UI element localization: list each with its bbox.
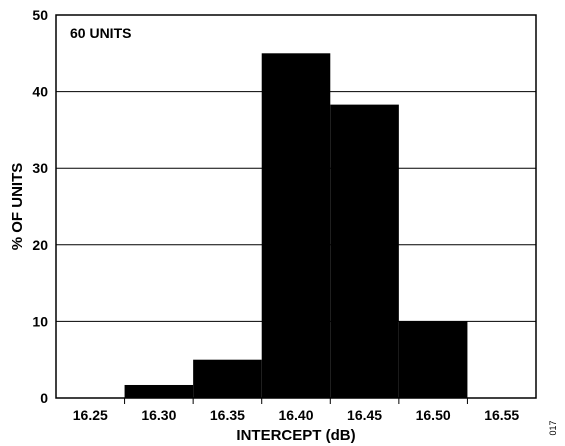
y-tick-label: 0 xyxy=(40,390,48,406)
x-tick-label: 16.45 xyxy=(347,407,382,423)
x-axis-title: INTERCEPT (dB) xyxy=(236,427,355,444)
figure-code: 017 xyxy=(548,420,558,435)
bar-16.40 xyxy=(261,53,331,399)
y-tick-label: 10 xyxy=(32,313,48,329)
plot-frame xyxy=(55,14,537,399)
bar-16.30 xyxy=(124,384,194,398)
x-tick-label: 16.40 xyxy=(278,407,313,423)
bar-16.50 xyxy=(398,321,468,398)
y-tick-label: 50 xyxy=(32,7,48,23)
bar-16.35 xyxy=(193,359,262,398)
x-tick-label: 16.55 xyxy=(484,407,519,423)
x-tick-label: 16.25 xyxy=(73,407,108,423)
x-tick-label: 16.30 xyxy=(141,407,176,423)
y-tick-label: 30 xyxy=(32,160,48,176)
y-tick-label: 20 xyxy=(32,237,48,253)
y-tick-label: 40 xyxy=(32,84,48,100)
units-annotation: 60 UNITS xyxy=(70,25,131,41)
y-axis-title: % OF UNITS xyxy=(9,163,26,251)
x-tick-label: 16.50 xyxy=(416,407,451,423)
y-tick-labels: 0 10 20 30 40 50 xyxy=(32,7,48,406)
bars xyxy=(124,53,468,399)
x-tick-label: 16.35 xyxy=(210,407,245,423)
x-tick-labels: 16.25 16.30 16.35 16.40 16.45 16.50 16.55 xyxy=(73,407,520,423)
bar-16.45 xyxy=(330,104,399,398)
